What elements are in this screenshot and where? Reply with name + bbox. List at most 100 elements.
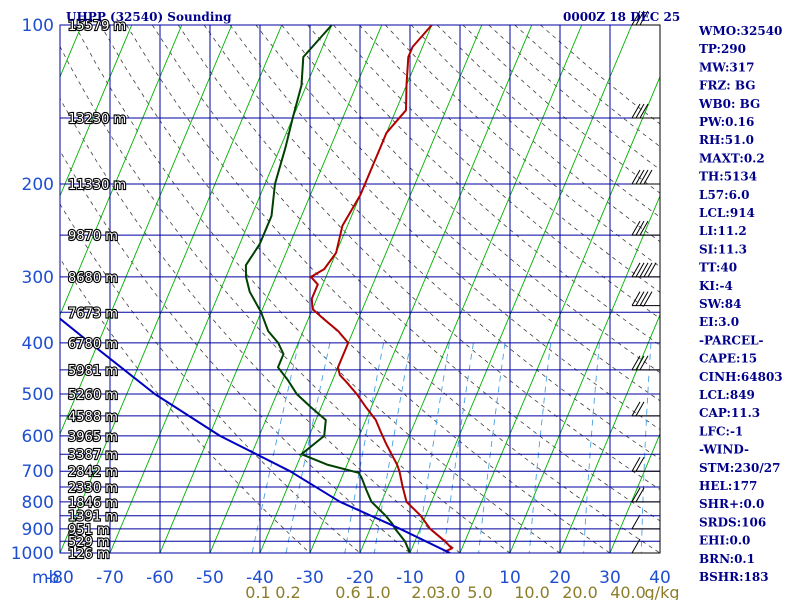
isotherm-line [509, 194, 660, 553]
index-value: EI:3.0 [699, 315, 739, 329]
index-value: TH:5134 [699, 170, 757, 184]
height-label: 6780 m [68, 337, 118, 352]
height-label: 2842 m [68, 465, 118, 480]
pressure-tick-label: 900 [22, 520, 54, 540]
pressure-tick-label: 200 [22, 175, 54, 195]
temperature-tick-label: -60 [146, 568, 174, 588]
index-value: LCL:849 [699, 388, 755, 402]
index-value: SI:11.3 [699, 242, 747, 256]
mixing-ratio-label: g/kg [645, 583, 680, 600]
mixing-ratio-line [478, 342, 506, 553]
temperature-tick-label: 30 [599, 568, 621, 588]
isotherm-line [559, 313, 660, 553]
isotherm-line [359, 25, 583, 553]
index-value: LFC:-1 [699, 424, 743, 438]
wind-barb [631, 169, 660, 185]
isotherm-line [609, 432, 660, 553]
index-value: -WIND- [699, 443, 749, 457]
index-value: FRZ: BG [699, 79, 755, 93]
wind-barb [631, 456, 660, 472]
mixing-ratio-line [528, 342, 552, 553]
isotherm-line [259, 25, 483, 553]
temperature-tick-label: 40 [649, 568, 671, 588]
height-label: 11330 m [68, 178, 126, 193]
height-label: 7673 m [68, 306, 118, 321]
height-label: 8680 m [68, 271, 118, 286]
dewpoint-trace [244, 25, 411, 553]
mixing-ratio-layer [251, 342, 652, 553]
isotherm-line [159, 25, 383, 553]
index-value: HEL:177 [699, 479, 757, 493]
mixing-ratio-label: 0.6 [335, 583, 360, 600]
mixing-ratio-label: 5.0 [467, 583, 492, 600]
index-value: LI:11.2 [699, 224, 747, 238]
dry-adiabat-line [60, 45, 511, 553]
mixing-ratio-line [443, 342, 474, 553]
wind-barb [631, 10, 660, 26]
isotherm-line [459, 75, 660, 553]
mixing-ratio-line [640, 342, 652, 553]
height-label: 5981 m [68, 364, 118, 379]
height-label: 13230 m [68, 112, 126, 127]
temperature-tick-label: -80 [46, 568, 74, 588]
mixing-ratio-label: 10.0 [514, 583, 550, 600]
mixing-ratio-label: 1.0 [365, 583, 390, 600]
height-label: 1846 m [68, 496, 118, 511]
temperature-tick-label: -10 [396, 568, 424, 588]
height-label: 529 m [68, 535, 110, 550]
pressure-tick-label: 500 [22, 385, 54, 405]
index-value: LCL:914 [699, 206, 755, 220]
mixing-ratio-line [251, 342, 300, 553]
mixing-ratio-label: 20.0 [562, 583, 598, 600]
mixing-ratio-label: 0.1 [245, 583, 270, 600]
index-value: MW:317 [699, 60, 754, 74]
index-value: WMO:32540 [698, 24, 782, 38]
wind-barb [631, 401, 660, 417]
pressure-grid-layer [59, 24, 661, 554]
isotherm-line [60, 25, 133, 198]
height-label: 2330 m [68, 481, 118, 496]
temperature-tick-label: -70 [96, 568, 124, 588]
temperature-tick-label: -40 [246, 568, 274, 588]
dry-adiabat-line [100, 25, 611, 553]
mixing-ratio-label: 3.0 [435, 583, 460, 600]
pressure-tick-label: 600 [22, 427, 54, 447]
temperature-tick-label: 20 [549, 568, 571, 588]
mixing-ratio-label: 2.0 [411, 583, 436, 600]
mixing-ratio-label: 0.2 [275, 583, 300, 600]
index-value: WB0: BG [698, 97, 760, 111]
mixing-ratio-line [583, 342, 600, 553]
index-value: SRDS:106 [699, 515, 766, 529]
height-label: 3965 m [68, 430, 118, 445]
isotherm-line [309, 25, 533, 553]
wind-barb [631, 220, 660, 236]
index-value: PW:0.16 [699, 115, 754, 129]
profile-series-layer [60, 25, 453, 553]
pressure-tick-label: 800 [22, 493, 54, 513]
index-value: TT:40 [699, 261, 737, 275]
height-label: 3387 m [68, 448, 118, 463]
isotherm-line [60, 25, 283, 553]
isotherm-line [60, 25, 183, 317]
index-value: BRN:0.1 [699, 552, 755, 566]
pressure-tick-label: 100 [22, 16, 54, 36]
chart-datetime: 0000Z 18 DEC 25 [563, 10, 680, 24]
index-value: SHR+:0.0 [699, 497, 764, 511]
pressure-tick-label: 700 [22, 462, 54, 482]
wind-barb [631, 487, 660, 503]
index-value: BSHR:183 [699, 570, 769, 584]
index-value: CAP:11.3 [699, 406, 760, 420]
dry-adiabat-line [74, 25, 561, 553]
mixing-ratio-line [344, 342, 385, 553]
stability-indices-panel: WMO:32540 TP:290 MW:317 FRZ: BG WB0: BG PW:0.… [698, 24, 783, 584]
height-label: 4588 m [68, 410, 118, 425]
wind-barb [631, 538, 660, 554]
height-label: 1391 m [68, 510, 118, 525]
index-value: MAXT:0.2 [699, 151, 765, 165]
temperature-tick-label: -50 [196, 568, 224, 588]
isotherm-line [60, 25, 233, 436]
temperature-tick-label: -30 [296, 568, 324, 588]
